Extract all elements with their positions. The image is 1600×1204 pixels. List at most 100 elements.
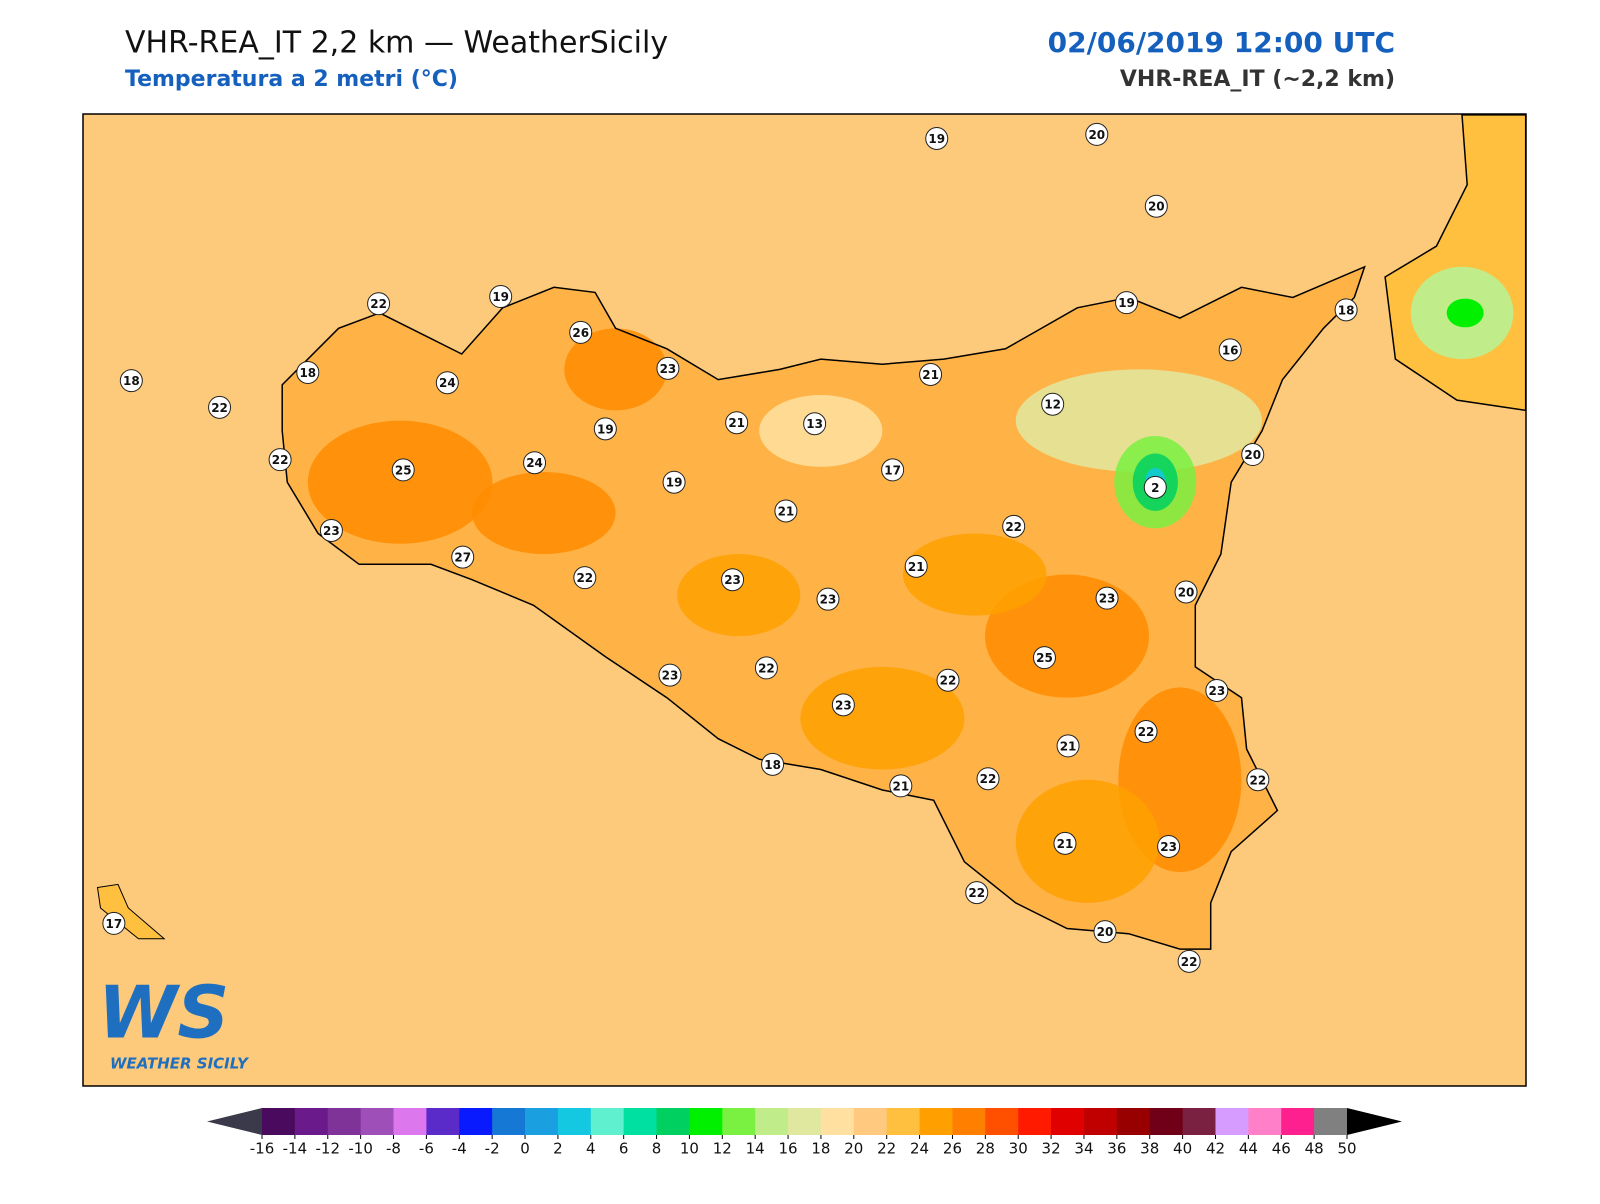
station-marker	[754, 656, 778, 680]
color-swatch	[722, 1108, 756, 1135]
color-swatch	[360, 1108, 395, 1135]
station-marker	[1085, 122, 1109, 146]
color-swatch	[755, 1108, 789, 1135]
station-marker	[1056, 734, 1080, 758]
station-marker	[904, 554, 928, 578]
color-swatch	[1314, 1108, 1348, 1135]
station-marker	[489, 285, 513, 309]
color-swatch	[262, 1108, 296, 1135]
station-value: 20	[1097, 925, 1114, 939]
color-swatch	[788, 1108, 822, 1135]
station-value: 17	[106, 917, 123, 931]
station-marker	[725, 411, 749, 435]
station-marker	[435, 371, 459, 395]
field	[1015, 779, 1160, 903]
station-marker	[391, 458, 415, 482]
color-swatch	[1149, 1108, 1184, 1135]
tick-label: -10	[348, 1140, 373, 1158]
color-swatch	[919, 1108, 953, 1135]
field	[902, 533, 1047, 616]
station-marker	[976, 767, 1000, 791]
tick-label: 10	[680, 1140, 699, 1158]
station-value: 17	[884, 463, 901, 477]
field	[1015, 369, 1262, 472]
tick-label: 8	[652, 1140, 662, 1158]
color-swatch	[656, 1108, 690, 1135]
color-swatch	[393, 1108, 427, 1135]
logo: WS WEATHER SICILY	[98, 971, 250, 1073]
station-marker	[936, 668, 960, 692]
station-marker	[1053, 831, 1077, 855]
color-swatch	[459, 1108, 493, 1135]
station-value: 22	[1005, 520, 1022, 534]
tick-label: 16	[779, 1140, 798, 1158]
station-marker	[208, 395, 232, 419]
field	[564, 328, 667, 411]
tick-label: 32	[1042, 1140, 1061, 1158]
color-swatch	[952, 1108, 986, 1135]
station-value: 22	[1181, 955, 1198, 969]
color-swatch	[590, 1108, 625, 1135]
station-marker	[1177, 949, 1201, 973]
station-marker	[1205, 678, 1229, 702]
title: VHR-REA_IT 2,2 km — WeatherSicily	[125, 26, 668, 61]
color-swatch	[1182, 1108, 1216, 1135]
tick-label: 0	[520, 1140, 530, 1158]
color-swatch	[623, 1108, 658, 1135]
station-marker	[925, 127, 949, 151]
station-value: 20	[1178, 586, 1195, 600]
color-swatch	[1051, 1108, 1085, 1135]
date: 02/06/2019 12:00 UTC	[1048, 26, 1395, 59]
station-value: 26	[572, 326, 589, 340]
tick-label: 34	[1074, 1140, 1093, 1158]
station-value: 23	[724, 573, 741, 587]
station-marker	[761, 752, 785, 776]
station-marker	[119, 369, 143, 393]
extend-high	[1347, 1108, 1402, 1135]
tick-label: 26	[943, 1140, 962, 1158]
color-swatch	[1116, 1108, 1151, 1135]
tick-label: 22	[877, 1140, 896, 1158]
station-value: 21	[922, 368, 939, 382]
station-value: 18	[764, 758, 781, 772]
station-value: 19	[492, 290, 509, 304]
station-value: 19	[928, 132, 945, 146]
station-marker	[1093, 920, 1117, 944]
station-value: 23	[323, 524, 340, 538]
station-value: 23	[660, 362, 677, 376]
logo-mark: WS	[98, 971, 229, 1055]
station-marker	[1157, 834, 1181, 858]
tick-label: 46	[1272, 1140, 1291, 1158]
station-marker	[319, 518, 343, 542]
station-marker	[1241, 443, 1265, 467]
station-value: 23	[835, 698, 852, 712]
station-marker	[1095, 586, 1119, 610]
tick-label: -8	[386, 1140, 401, 1158]
tick-label: 42	[1206, 1140, 1225, 1158]
station-value: 22	[758, 661, 775, 675]
station-value: 22	[1138, 725, 1155, 739]
tick-label: 14	[746, 1140, 765, 1158]
station-value: 23	[1208, 684, 1225, 698]
station-value: 27	[454, 551, 471, 565]
color-swatch	[1018, 1108, 1052, 1135]
station-marker	[367, 292, 391, 316]
station-value: 12	[1044, 398, 1061, 412]
station-marker	[1144, 194, 1168, 218]
station-value: 23	[662, 669, 679, 683]
station-marker	[102, 911, 126, 935]
tick-label: -14	[283, 1140, 308, 1158]
island	[96, 883, 166, 940]
station-value: 22	[272, 453, 289, 467]
tick-label: 18	[811, 1140, 830, 1158]
color-swatch	[886, 1108, 921, 1135]
tick-label: 40	[1173, 1140, 1192, 1158]
logo-text: WEATHER SICILY	[110, 1055, 250, 1073]
color-swatch	[1083, 1108, 1118, 1135]
tick-label: 44	[1239, 1140, 1258, 1158]
tick-label: 20	[844, 1140, 863, 1158]
station-marker	[1041, 392, 1065, 416]
station-marker	[965, 881, 989, 905]
field	[1446, 298, 1484, 328]
